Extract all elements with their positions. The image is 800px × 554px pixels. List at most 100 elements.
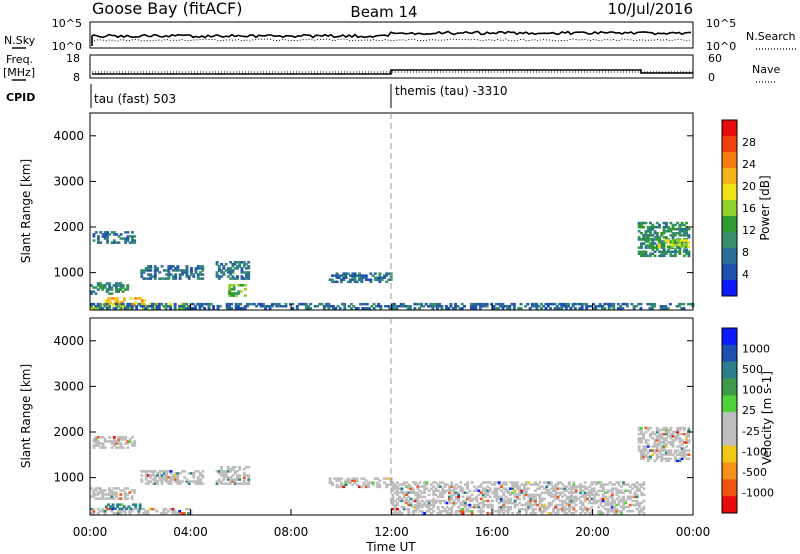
heatmap-cell: [273, 302, 277, 306]
heatmap-cell: [350, 307, 353, 310]
heatmap-cell: [594, 307, 598, 310]
heatmap-cell: [669, 457, 673, 460]
heatmap-cell: [615, 487, 619, 490]
heatmap-cell: [123, 305, 127, 308]
heatmap-cell: [638, 483, 641, 486]
heatmap-cell: [112, 497, 116, 500]
heatmap-cell: [182, 302, 186, 306]
heatmap-cell: [147, 474, 150, 477]
heatmap-cell: [485, 305, 489, 308]
heatmap-cell: [666, 245, 670, 248]
heatmap-cell: [387, 278, 391, 281]
heatmap-cell: [353, 276, 357, 279]
heatmap-cell: [144, 512, 148, 515]
heatmap-cell: [103, 305, 107, 308]
heatmap-cell: [518, 507, 521, 511]
heatmap-cell: [229, 480, 233, 483]
heatmap-cell: [427, 499, 431, 503]
heatmap-cell: [511, 487, 515, 490]
heatmap-cell: [534, 483, 537, 486]
heatmap-cell: [96, 302, 100, 306]
heatmap-cell: [547, 512, 551, 515]
heatmap-cell: [103, 231, 107, 234]
heatmap-cell: [120, 301, 124, 304]
colorbar-tick-label: 8: [742, 246, 749, 259]
heatmap-cell: [586, 487, 589, 490]
heatmap-cell: [337, 276, 341, 279]
heatmap-cell: [124, 436, 128, 439]
heatmap-cell: [653, 449, 657, 452]
heatmap-cell: [144, 478, 148, 481]
heatmap-cell: [439, 485, 442, 488]
heatmap-cell: [230, 292, 234, 295]
heatmap-cell: [418, 501, 422, 505]
heatmap-cell: [427, 507, 431, 511]
heatmap-cell: [574, 497, 578, 501]
heatmap-cell: [581, 507, 585, 511]
heatmap-cell: [344, 481, 348, 484]
heatmap-cell: [128, 438, 132, 441]
heatmap-cell: [613, 483, 616, 486]
heatmap-cell: [472, 307, 476, 310]
heatmap-cell: [454, 510, 458, 513]
heatmap-cell: [423, 503, 427, 507]
heatmap-cell: [405, 485, 408, 488]
heatmap-cell: [362, 477, 366, 480]
heatmap-cell: [637, 432, 641, 436]
heatmap-cell: [414, 483, 417, 486]
heatmap-cell: [488, 495, 492, 499]
heatmap-cell: [659, 305, 663, 308]
heatmap-cell: [220, 269, 223, 272]
heatmap-cell: [105, 302, 109, 306]
heatmap-cell: [687, 441, 691, 444]
heatmap-cell: [655, 225, 659, 229]
heatmap-cell: [236, 482, 239, 485]
heatmap-cell: [635, 501, 639, 505]
heatmap-cell: [633, 503, 637, 507]
heatmap-cell: [673, 243, 677, 246]
heatmap-cell: [640, 238, 643, 241]
heatmap-cell: [511, 483, 515, 486]
heatmap-cell: [651, 225, 655, 229]
heatmap-cell: [513, 485, 517, 488]
heatmap-cell: [506, 489, 510, 492]
heatmap-cell: [604, 483, 607, 486]
heatmap-cell: [512, 305, 516, 308]
heatmap-cell: [649, 244, 652, 247]
heatmap-cell: [114, 288, 118, 291]
heatmap-cell: [678, 252, 682, 255]
heatmap-cell: [671, 245, 675, 248]
heatmap-cell: [182, 307, 186, 310]
heatmap-cell: [519, 302, 523, 306]
heatmap-cell: [481, 499, 485, 503]
heatmap-cell: [682, 227, 686, 231]
heatmap-cell: [630, 302, 634, 306]
heatmap-cell: [97, 237, 100, 240]
heatmap-cell: [434, 501, 438, 505]
heatmap-cell: [411, 487, 415, 490]
heatmap-cell: [413, 302, 417, 306]
heatmap-cell: [160, 277, 164, 280]
heatmap-cell: [180, 307, 184, 310]
heatmap-cell: [486, 489, 490, 492]
heatmap-cell: [158, 476, 162, 479]
heatmap-cell: [121, 284, 125, 287]
heatmap-cell: [411, 489, 415, 492]
heatmap-cell: [500, 489, 503, 492]
heatmap-cell: [648, 302, 652, 306]
heatmap-cell: [495, 481, 499, 484]
heatmap-cell: [635, 507, 639, 511]
heatmap-cell: [268, 307, 272, 310]
heatmap-cell: [572, 505, 576, 509]
heatmap-cell: [174, 273, 178, 276]
heatmap-cell: [174, 269, 178, 272]
heatmap-cell: [662, 453, 666, 456]
heatmap-cell: [466, 487, 469, 490]
heatmap-cell: [393, 307, 396, 310]
heatmap-cell: [441, 487, 445, 490]
heatmap-cell: [162, 269, 166, 272]
heatmap-cell: [147, 482, 150, 485]
heatmap-cell: [140, 275, 144, 278]
heatmap-cell: [246, 302, 249, 306]
heatmap-cell: [436, 505, 440, 509]
